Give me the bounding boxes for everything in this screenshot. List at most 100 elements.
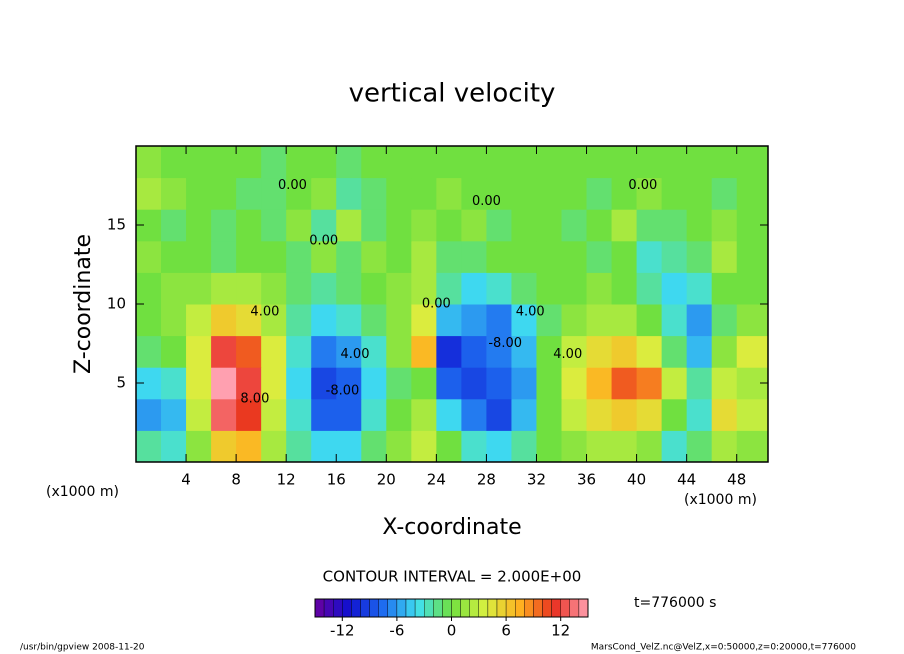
cell	[411, 304, 437, 337]
cell	[661, 430, 688, 463]
cell	[586, 430, 613, 463]
cell	[686, 209, 713, 242]
cell	[161, 304, 187, 337]
cell	[436, 240, 462, 273]
cell	[386, 367, 412, 400]
footer-left: /usr/bin/gpview 2008-11-20	[20, 643, 145, 653]
cell	[286, 177, 312, 210]
cell	[711, 430, 738, 463]
cell	[161, 177, 187, 210]
cell	[486, 177, 512, 210]
colorbar-band	[469, 598, 480, 618]
cell	[311, 430, 337, 463]
colorbar-band	[578, 598, 589, 618]
colorbar-band	[478, 598, 489, 618]
cell	[386, 304, 412, 337]
contour-interval: CONTOUR INTERVAL = 2.000E+00	[323, 568, 582, 586]
cell	[386, 240, 412, 273]
cell	[611, 272, 638, 305]
cell	[486, 146, 512, 179]
cell	[586, 304, 613, 337]
cell	[661, 367, 688, 400]
cell	[611, 335, 638, 368]
cell	[486, 272, 512, 305]
contour-label: 0.00	[278, 178, 307, 193]
cell	[236, 367, 262, 400]
cell	[361, 240, 387, 273]
colorbar-tick-label: 12	[551, 622, 570, 640]
cell	[586, 240, 613, 273]
cell	[211, 430, 237, 463]
y-tick-label: 5	[116, 374, 126, 392]
cell	[511, 146, 537, 179]
cell	[661, 335, 688, 368]
cell	[336, 146, 362, 179]
cell	[586, 335, 613, 368]
cell	[136, 272, 162, 305]
cell	[161, 335, 187, 368]
cell	[136, 430, 162, 463]
cell	[611, 304, 638, 337]
cell	[736, 430, 769, 463]
cell	[236, 209, 262, 242]
colorbar-band	[460, 598, 470, 618]
cell	[486, 398, 512, 431]
cell	[236, 335, 262, 368]
cell	[286, 209, 312, 242]
colorbar-band	[451, 598, 461, 618]
cell	[236, 146, 262, 179]
contour-label: -8.00	[488, 336, 522, 351]
footer-right: MarsCond_VelZ.nc@VelZ,x=0:50000,z=0:2000…	[591, 643, 856, 653]
cell	[511, 272, 537, 305]
colorbar-band	[533, 598, 543, 618]
cell	[686, 146, 713, 179]
cell	[511, 177, 537, 210]
cell	[536, 304, 563, 337]
cell	[186, 240, 212, 273]
cell	[661, 177, 688, 210]
colorbar-band	[333, 598, 343, 618]
cell	[536, 177, 563, 210]
cell	[261, 398, 287, 431]
cell	[361, 398, 387, 431]
colorbar-band	[405, 598, 416, 618]
cell	[561, 430, 588, 463]
cell	[386, 398, 412, 431]
cell	[611, 430, 638, 463]
colorbar-band	[387, 598, 398, 618]
cell	[511, 209, 537, 242]
cell	[586, 146, 613, 179]
cell	[461, 367, 487, 400]
cell	[211, 240, 237, 273]
cell	[411, 367, 437, 400]
cell	[161, 209, 187, 242]
colorbar-band	[424, 598, 434, 618]
y-tick-label: 10	[107, 295, 126, 313]
cell	[286, 430, 312, 463]
contour-label: 4.00	[341, 347, 370, 362]
cell	[636, 430, 663, 463]
cell	[686, 304, 713, 337]
contour-label: 8.00	[240, 391, 269, 406]
cell	[711, 146, 738, 179]
cell	[161, 398, 187, 431]
cell	[486, 335, 512, 368]
cell	[361, 335, 387, 368]
cell	[336, 272, 362, 305]
colorbar-tick-label: -6	[389, 622, 404, 640]
colorbar-band	[396, 598, 407, 618]
cell	[561, 240, 588, 273]
cell	[386, 146, 412, 179]
cell	[136, 240, 162, 273]
cell	[511, 240, 537, 273]
cell	[161, 367, 187, 400]
cell	[686, 398, 713, 431]
contour-label: 0.00	[472, 194, 501, 209]
cell	[511, 398, 537, 431]
cell	[736, 272, 769, 305]
cell	[261, 146, 287, 179]
cell	[411, 209, 437, 242]
x-tick-label: 32	[527, 471, 546, 489]
colorbar-band	[442, 598, 452, 618]
